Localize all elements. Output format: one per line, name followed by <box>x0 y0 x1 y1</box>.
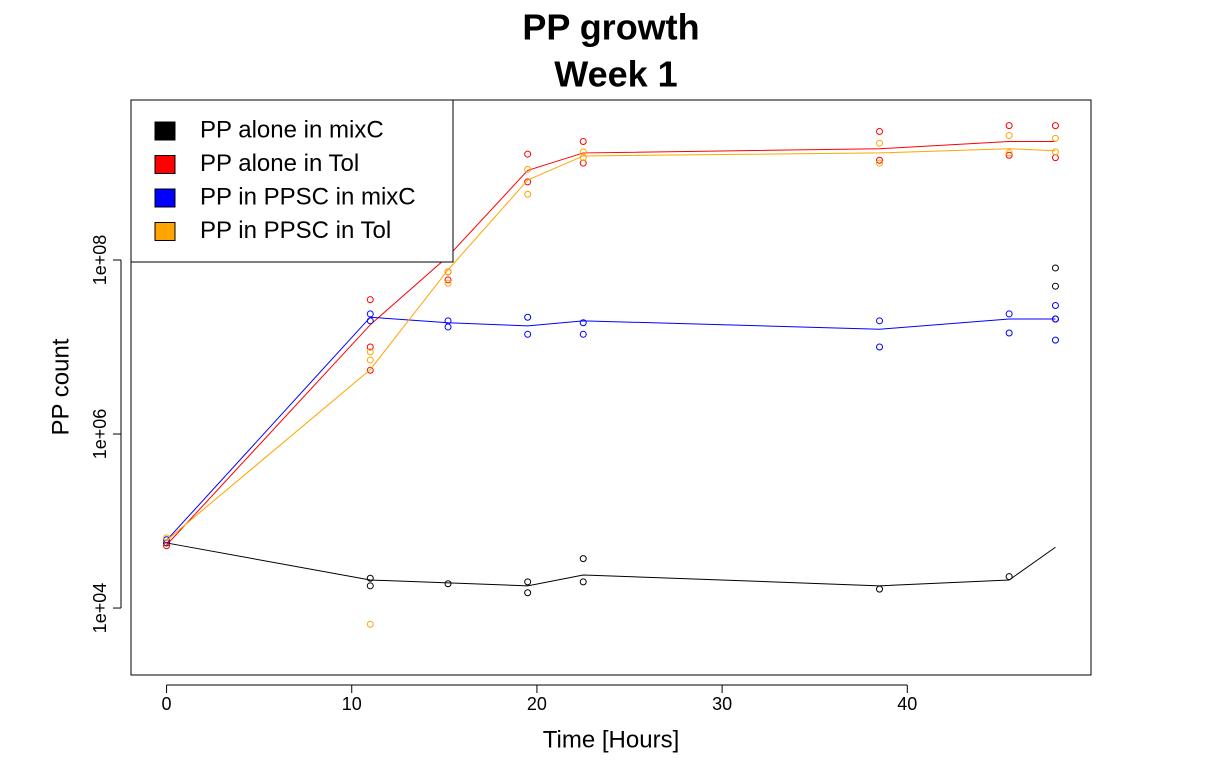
data-point <box>1051 148 1059 156</box>
data-point <box>366 310 374 318</box>
data-point <box>163 536 171 544</box>
data-point <box>524 578 532 586</box>
data-point <box>1005 149 1013 157</box>
data-point <box>366 574 374 582</box>
data-point <box>1005 573 1013 581</box>
legend-swatch <box>154 188 176 208</box>
series-line <box>166 316 1056 541</box>
data-point <box>579 154 587 162</box>
data-point <box>876 156 884 164</box>
data-point <box>876 317 884 325</box>
data-point <box>1051 315 1059 323</box>
data-point <box>579 319 587 327</box>
data-point <box>1051 336 1059 344</box>
data-point <box>1051 122 1059 130</box>
data-point <box>1005 329 1013 337</box>
data-point <box>163 534 171 542</box>
data-point <box>524 150 532 158</box>
data-point <box>579 148 587 156</box>
data-point <box>524 165 532 173</box>
data-point <box>366 582 374 590</box>
legend-box <box>130 99 454 263</box>
data-point <box>366 296 374 304</box>
data-point <box>1051 134 1059 142</box>
series-line <box>166 542 1056 587</box>
x-tick-label: 20 <box>527 694 547 714</box>
plot-frame <box>130 99 1092 676</box>
data-point <box>876 343 884 351</box>
data-point <box>444 323 452 331</box>
x-tick-label: 30 <box>712 694 732 714</box>
data-point <box>876 585 884 593</box>
data-point <box>524 178 532 186</box>
data-point <box>1051 282 1059 290</box>
data-point <box>524 330 532 338</box>
series-line <box>166 141 1056 546</box>
data-point <box>366 348 374 356</box>
data-point <box>1051 154 1059 162</box>
data-point <box>444 279 452 287</box>
data-point <box>366 317 374 325</box>
data-point <box>444 580 452 588</box>
data-point <box>1051 264 1059 272</box>
data-point <box>366 343 374 351</box>
legend-label: PP alone in Tol <box>200 150 359 177</box>
x-tick-label: 40 <box>897 694 917 714</box>
data-point <box>579 330 587 338</box>
data-point <box>524 190 532 198</box>
data-point <box>1005 151 1013 159</box>
y-tick-label: 1e+06 <box>90 409 110 460</box>
data-point <box>366 356 374 364</box>
data-point <box>366 620 374 628</box>
data-point <box>876 127 884 135</box>
legend-swatch <box>154 155 176 174</box>
data-point <box>579 555 587 563</box>
legend-label: PP in PPSC in mixC <box>200 183 416 210</box>
legend-label: PP alone in mixC <box>200 116 384 143</box>
data-point <box>524 589 532 597</box>
data-point <box>579 159 587 167</box>
series-line <box>166 148 1056 541</box>
legend-label: PP in PPSC in Tol <box>200 217 391 244</box>
legend-swatch <box>154 222 176 241</box>
data-point <box>1005 131 1013 139</box>
x-axis-label: Time [Hours] <box>543 726 679 753</box>
data-point <box>444 276 452 284</box>
y-tick-label: 1e+04 <box>90 583 110 634</box>
x-tick-label: 0 <box>162 694 172 714</box>
data-point <box>579 578 587 586</box>
chart-subtitle: Week 1 <box>554 54 677 95</box>
x-tick-label: 10 <box>342 694 362 714</box>
data-point <box>876 159 884 167</box>
legend-swatch <box>154 121 176 141</box>
data-point <box>1005 122 1013 130</box>
data-point <box>524 313 532 321</box>
chart-title: PP growth <box>522 7 699 48</box>
data-point <box>1051 301 1059 309</box>
y-axis-label: PP count <box>47 338 74 435</box>
y-tick-label: 1e+08 <box>90 235 110 286</box>
data-point <box>1005 310 1013 318</box>
data-point <box>876 139 884 147</box>
data-point <box>444 268 452 276</box>
data-point <box>579 138 587 146</box>
data-point <box>366 366 374 374</box>
